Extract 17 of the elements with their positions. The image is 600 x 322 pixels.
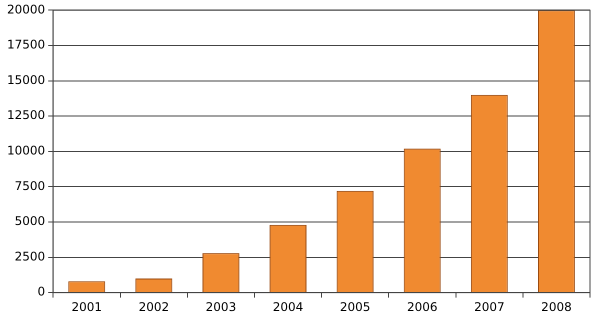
x-tick-label: 2005 [340, 300, 370, 314]
x-tick-label: 2001 [71, 300, 102, 314]
y-tick-label: 5000 [14, 214, 46, 228]
y-tick-label: 15000 [6, 72, 46, 87]
x-tick-label: 2004 [272, 300, 304, 314]
y-tick-label: 12500 [6, 108, 46, 122]
y-tick-label: 20000 [6, 2, 46, 16]
x-tick-label: 2006 [406, 300, 438, 314]
y-tick-label: 2500 [14, 249, 46, 264]
x-tick-label: 2002 [138, 300, 170, 314]
x-tick-label: 2003 [206, 300, 236, 314]
y-tick-label: 7500 [14, 178, 46, 193]
y-tick-label: 0 [38, 284, 46, 299]
y-tick-label: 10000 [6, 144, 46, 158]
x-tick-label: 2007 [474, 300, 505, 314]
x-tick-label: 2008 [541, 300, 572, 314]
y-tick-label: 17500 [6, 38, 46, 52]
